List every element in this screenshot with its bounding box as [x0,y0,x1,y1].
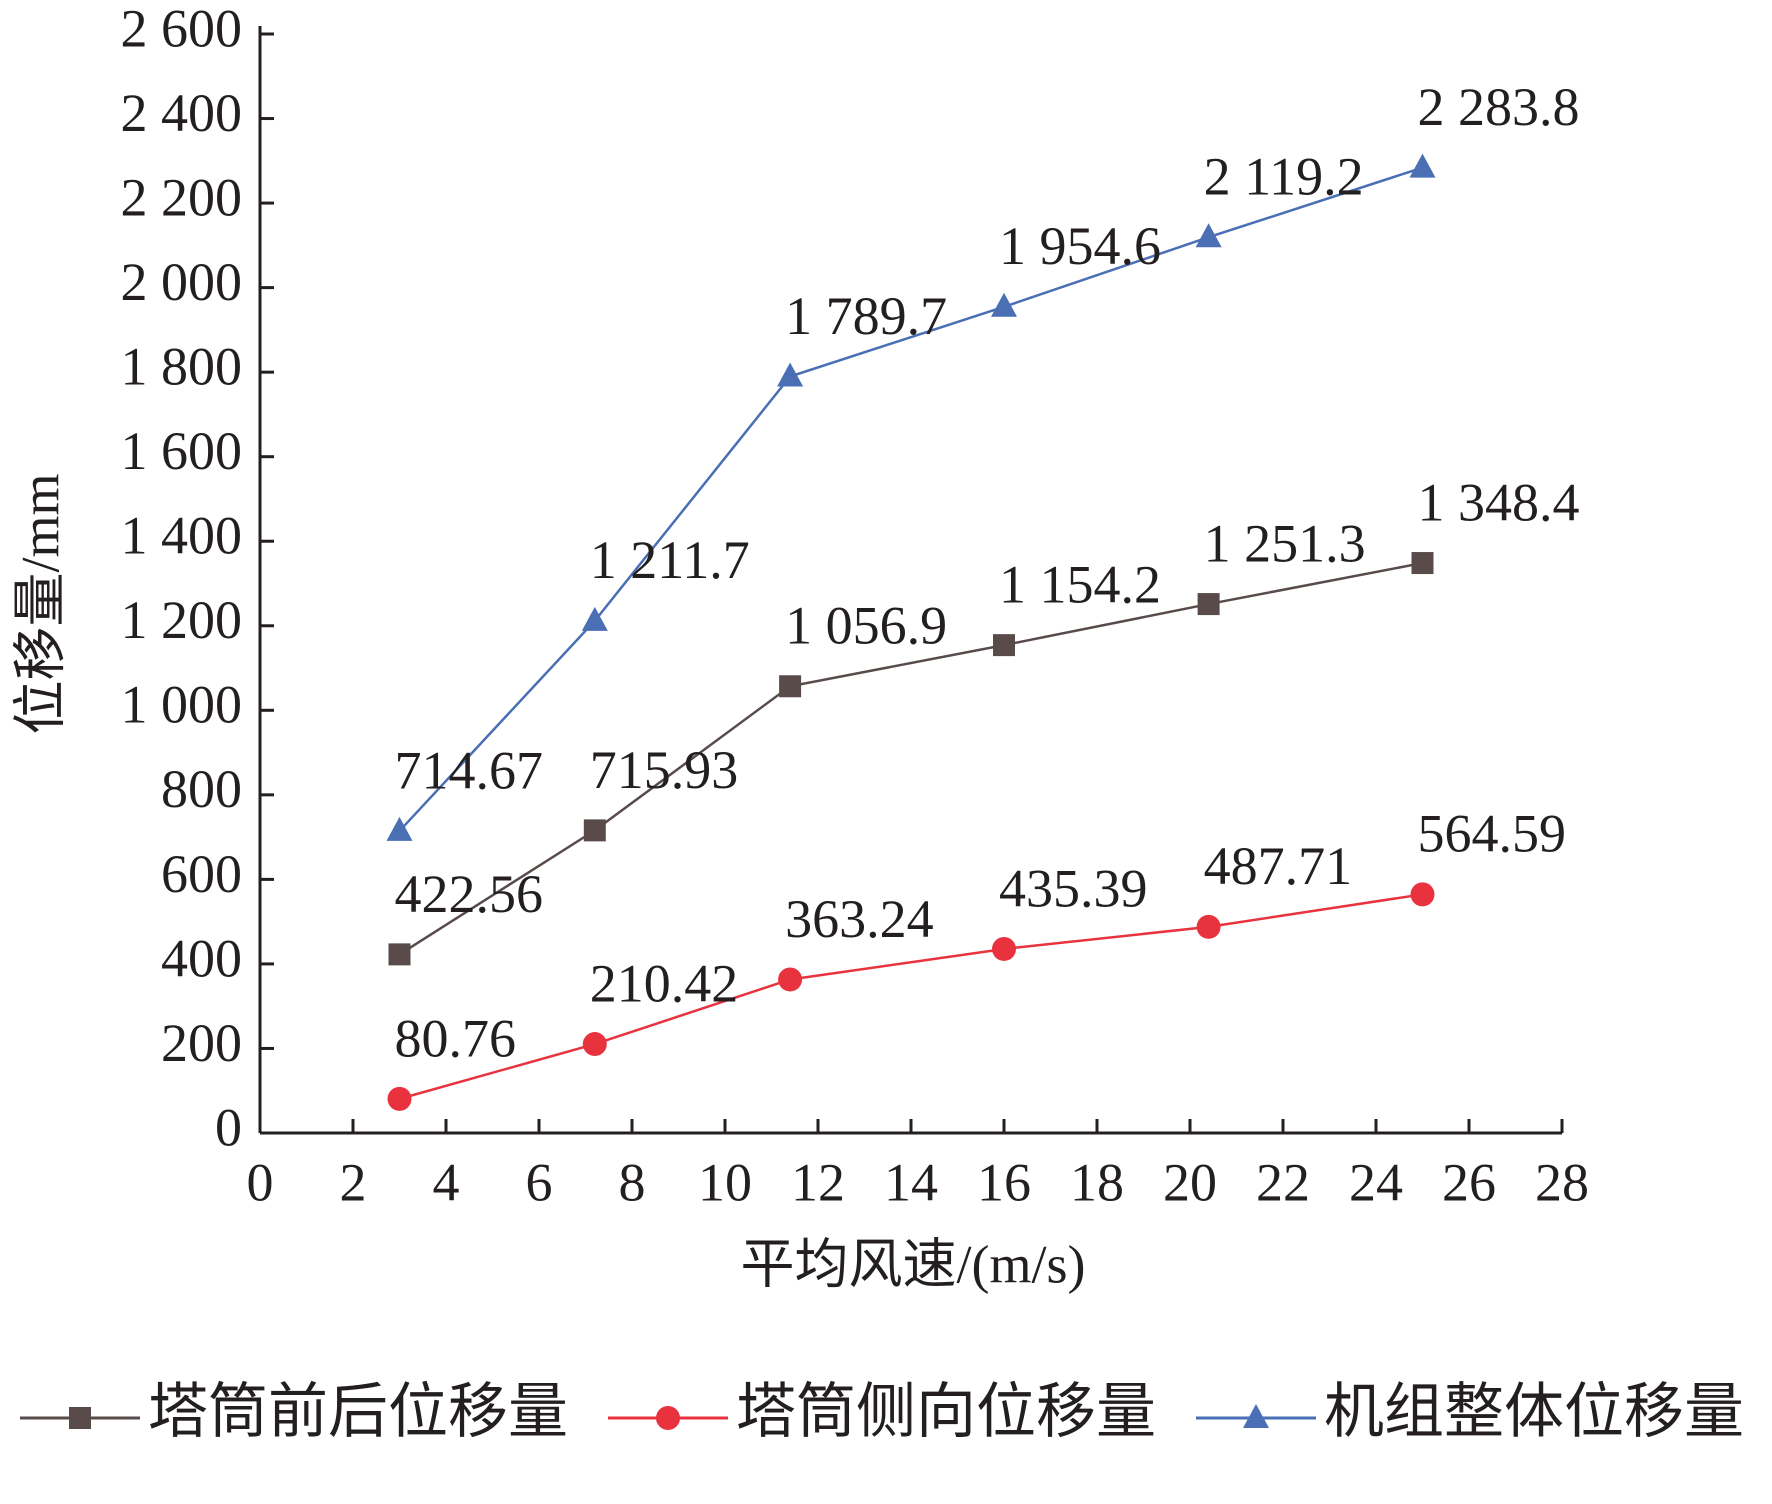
data-point [1196,914,1221,939]
data-label: 715.93 [590,740,739,800]
data-point [1197,593,1220,616]
series-line [398,166,1423,832]
y-tick-label: 2 200 [121,167,243,227]
x-tick-label: 8 [619,1152,646,1212]
legend-label: 塔筒前后位移量 [148,1379,568,1445]
legend-marker [69,1407,91,1429]
data-point [582,1032,607,1057]
x-tick-label: 24 [1349,1152,1403,1212]
x-tick-label: 16 [977,1152,1031,1212]
data-label: 1 251.3 [1204,513,1366,573]
data-label: 80.76 [395,1008,517,1068]
data-point [387,1086,412,1111]
data-point [1409,153,1436,178]
data-label: 487.71 [1204,836,1353,896]
data-label: 1 789.7 [785,286,947,346]
data-point [1410,882,1435,907]
y-tick-label: 1 600 [121,421,243,481]
y-tick-label: 1 400 [121,506,243,566]
data-point [388,943,411,966]
x-tick-label: 0 [247,1152,274,1212]
y-axis-label: 位移量/mm [10,473,70,734]
x-tick-label: 26 [1442,1152,1496,1212]
y-tick-label: 800 [161,759,242,819]
data-label: 1 954.6 [999,216,1161,276]
data-label: 363.24 [785,889,934,949]
x-tick-label: 28 [1535,1152,1589,1212]
data-point [779,675,802,698]
data-point [1195,223,1222,248]
data-point [386,816,413,841]
y-tick-label: 600 [161,844,242,904]
data-point [993,634,1015,657]
data-label: 435.39 [999,858,1148,918]
data-point [992,936,1016,961]
legend-label: 机组整体位移量 [1324,1379,1744,1445]
x-tick-label: 6 [526,1152,553,1212]
y-tick-label: 1 000 [121,675,243,735]
data-point [1411,552,1434,575]
x-axis-label: 平均风速/(m/s) [741,1234,1086,1294]
data-label: 1 056.9 [785,596,947,656]
y-tick-label: 1 200 [121,590,243,650]
x-tick-label: 4 [433,1152,460,1212]
series-line [398,561,1423,956]
x-tick-label: 22 [1256,1152,1310,1212]
data-label: 1 211.7 [590,530,750,590]
x-tick-label: 18 [1070,1152,1124,1212]
y-tick-label: 2 000 [121,252,243,312]
data-label: 564.59 [1418,804,1567,864]
x-tick-label: 14 [884,1152,938,1212]
data-label: 1 154.2 [999,555,1161,615]
data-label: 714.67 [395,740,544,800]
x-tick-label: 12 [791,1152,845,1212]
data-label: 210.42 [590,953,739,1013]
data-label: 1 348.4 [1418,472,1580,532]
data-label: 2 283.8 [1418,77,1580,137]
y-tick-label: 2 600 [121,0,243,58]
x-tick-label: 20 [1163,1152,1217,1212]
data-point [778,967,803,992]
y-tick-label: 2 400 [121,83,243,143]
y-tick-label: 0 [215,1097,242,1157]
data-point [581,606,608,631]
legend-marker [656,1406,680,1430]
x-tick-label: 2 [340,1152,367,1212]
legend-label: 塔筒侧向位移量 [736,1379,1156,1445]
x-tick-label: 10 [698,1152,752,1212]
y-tick-label: 400 [161,928,242,988]
series-line [399,893,1423,1101]
legend-marker [1243,1404,1269,1428]
y-tick-label: 1 800 [121,337,243,397]
data-point [777,362,804,387]
data-point [583,819,606,842]
data-point [991,292,1017,317]
data-label: 422.56 [395,864,544,924]
y-tick-label: 200 [161,1013,242,1073]
data-label: 2 119.2 [1204,147,1364,207]
